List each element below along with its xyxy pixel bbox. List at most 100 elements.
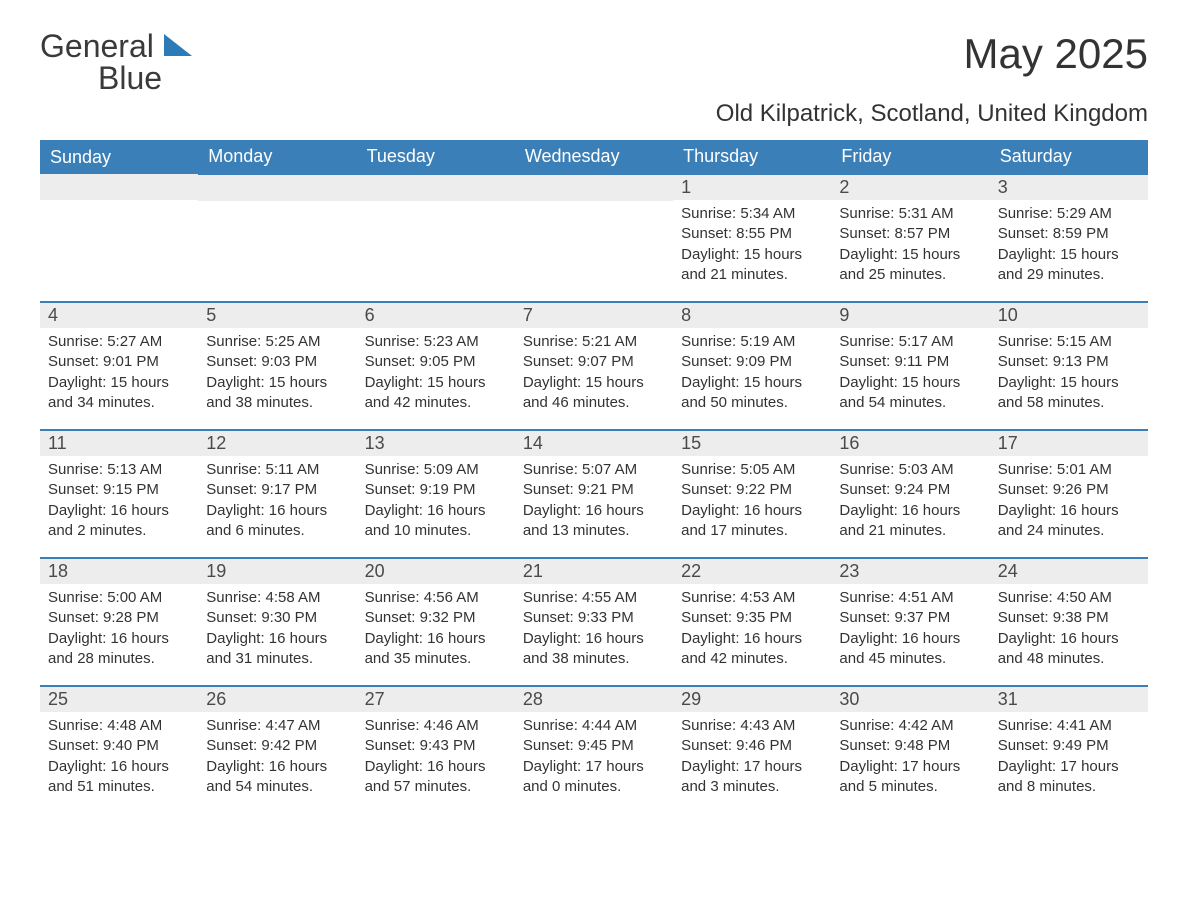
calendar-cell: 10Sunrise: 5:15 AMSunset: 9:13 PMDayligh… bbox=[990, 302, 1148, 430]
calendar-cell: 8Sunrise: 5:19 AMSunset: 9:09 PMDaylight… bbox=[673, 302, 831, 430]
day-number: 3 bbox=[990, 175, 1148, 200]
calendar-row: 11Sunrise: 5:13 AMSunset: 9:15 PMDayligh… bbox=[40, 430, 1148, 558]
sunset-line: Sunset: 9:19 PM bbox=[365, 480, 507, 500]
sunset-line: Sunset: 9:33 PM bbox=[523, 608, 665, 628]
day-details: Sunrise: 5:17 AMSunset: 9:11 PMDaylight:… bbox=[831, 328, 989, 417]
calendar-cell: 5Sunrise: 5:25 AMSunset: 9:03 PMDaylight… bbox=[198, 302, 356, 430]
calendar-cell: 24Sunrise: 4:50 AMSunset: 9:38 PMDayligh… bbox=[990, 558, 1148, 686]
calendar-cell: 21Sunrise: 4:55 AMSunset: 9:33 PMDayligh… bbox=[515, 558, 673, 686]
calendar-cell-empty bbox=[40, 174, 198, 302]
day-details: Sunrise: 5:34 AMSunset: 8:55 PMDaylight:… bbox=[673, 200, 831, 289]
calendar-table: SundayMondayTuesdayWednesdayThursdayFrid… bbox=[40, 140, 1148, 814]
daylight-line: Daylight: 15 hours and 38 minutes. bbox=[206, 373, 348, 414]
calendar-cell-empty bbox=[198, 174, 356, 302]
weekday-header: Monday bbox=[198, 140, 356, 174]
daylight-line: Daylight: 15 hours and 42 minutes. bbox=[365, 373, 507, 414]
sunset-line: Sunset: 9:11 PM bbox=[839, 352, 981, 372]
sunset-line: Sunset: 9:49 PM bbox=[998, 736, 1140, 756]
calendar-cell: 2Sunrise: 5:31 AMSunset: 8:57 PMDaylight… bbox=[831, 174, 989, 302]
day-details: Sunrise: 5:27 AMSunset: 9:01 PMDaylight:… bbox=[40, 328, 198, 417]
day-number: 31 bbox=[990, 687, 1148, 712]
sunrise-line: Sunrise: 4:47 AM bbox=[206, 716, 348, 736]
sunset-line: Sunset: 8:55 PM bbox=[681, 224, 823, 244]
day-details: Sunrise: 4:55 AMSunset: 9:33 PMDaylight:… bbox=[515, 584, 673, 673]
sunset-line: Sunset: 9:40 PM bbox=[48, 736, 190, 756]
day-number: 23 bbox=[831, 559, 989, 584]
sunset-line: Sunset: 9:38 PM bbox=[998, 608, 1140, 628]
sunrise-line: Sunrise: 5:13 AM bbox=[48, 460, 190, 480]
day-number: 12 bbox=[198, 431, 356, 456]
day-details: Sunrise: 5:15 AMSunset: 9:13 PMDaylight:… bbox=[990, 328, 1148, 417]
header: General Blue May 2025 bbox=[40, 30, 1148, 94]
day-details: Sunrise: 5:29 AMSunset: 8:59 PMDaylight:… bbox=[990, 200, 1148, 289]
sunrise-line: Sunrise: 5:03 AM bbox=[839, 460, 981, 480]
calendar-row: 25 Sunrise: 4:48 AMSunset: 9:40 PM Dayligh… bbox=[40, 686, 1148, 814]
day-number: 19 bbox=[198, 559, 356, 584]
calendar-cell: 23Sunrise: 4:51 AMSunset: 9:37 PMDayligh… bbox=[831, 558, 989, 686]
sunset-line: Sunset: 9:15 PM bbox=[48, 480, 190, 500]
calendar-cell: 13Sunrise: 5:09 AMSunset: 9:19 PMDayligh… bbox=[357, 430, 515, 558]
day-number: 15 bbox=[673, 431, 831, 456]
day-details: Sunrise: 4:42 AMSunset: 9:48 PMDaylight:… bbox=[831, 712, 989, 801]
weekday-header: Thursday bbox=[673, 140, 831, 174]
calendar-cell: 12 Sunrise: 5:11 AMSunset: 9:17 PMDayligh… bbox=[198, 430, 356, 558]
day-number: 21 bbox=[515, 559, 673, 584]
day-number: 25 bbox=[40, 687, 198, 712]
sunset-line: Sunset: 9:42 PM bbox=[206, 736, 348, 756]
day-number: 28 bbox=[515, 687, 673, 712]
sunset-line: Sunset: 9:28 PM bbox=[48, 608, 190, 628]
sunrise-line: Sunrise: 5:11 AM bbox=[206, 460, 348, 480]
sunrise-line: Sunrise: 4:41 AM bbox=[998, 716, 1140, 736]
day-details: Sunrise: 4:46 AMSunset: 9:43 PMDaylight:… bbox=[357, 712, 515, 801]
calendar-cell: 27Sunrise: 4:46 AMSunset: 9:43 PMDayligh… bbox=[357, 686, 515, 814]
day-details: Sunrise: 4:56 AMSunset: 9:32 PMDaylight:… bbox=[357, 584, 515, 673]
day-number: 9 bbox=[831, 303, 989, 328]
sunset-line: Sunset: 9:37 PM bbox=[839, 608, 981, 628]
day-number: 8 bbox=[673, 303, 831, 328]
daylight-line: Daylight: 15 hours and 46 minutes. bbox=[523, 373, 665, 414]
sunrise-line: Sunrise: 5:05 AM bbox=[681, 460, 823, 480]
sunset-line: Sunset: 9:17 PM bbox=[206, 480, 348, 500]
sunrise-line: Sunrise: 5:01 AM bbox=[998, 460, 1140, 480]
day-number: 4 bbox=[40, 303, 198, 328]
logo-word2: Blue bbox=[98, 60, 162, 96]
sunset-line: Sunset: 9:09 PM bbox=[681, 352, 823, 372]
calendar-cell: 20Sunrise: 4:56 AMSunset: 9:32 PMDayligh… bbox=[357, 558, 515, 686]
sunset-line: Sunset: 9:26 PM bbox=[998, 480, 1140, 500]
sunset-line: Sunset: 9:48 PM bbox=[839, 736, 981, 756]
sunset-line: Sunset: 9:03 PM bbox=[206, 352, 348, 372]
calendar-cell: 28Sunrise: 4:44 AMSunset: 9:45 PMDayligh… bbox=[515, 686, 673, 814]
daylight-line: Daylight: 16 hours and 21 minutes. bbox=[839, 501, 981, 542]
weekday-header-row: SundayMondayTuesdayWednesdayThursdayFrid… bbox=[40, 140, 1148, 174]
day-number: 2 bbox=[831, 175, 989, 200]
calendar-cell: 3Sunrise: 5:29 AMSunset: 8:59 PMDaylight… bbox=[990, 174, 1148, 302]
calendar-cell: 29Sunrise: 4:43 AMSunset: 9:46 PMDayligh… bbox=[673, 686, 831, 814]
day-details: Sunrise: 5:23 AMSunset: 9:05 PMDaylight:… bbox=[357, 328, 515, 417]
calendar-cell: 17Sunrise: 5:01 AMSunset: 9:26 PMDayligh… bbox=[990, 430, 1148, 558]
calendar-cell: 30Sunrise: 4:42 AMSunset: 9:48 PMDayligh… bbox=[831, 686, 989, 814]
calendar-row: 18Sunrise: 5:00 AMSunset: 9:28 PMDayligh… bbox=[40, 558, 1148, 686]
sunset-line: Sunset: 9:24 PM bbox=[839, 480, 981, 500]
calendar-cell: 11Sunrise: 5:13 AMSunset: 9:15 PMDayligh… bbox=[40, 430, 198, 558]
day-number: 13 bbox=[357, 431, 515, 456]
calendar-row: 4Sunrise: 5:27 AMSunset: 9:01 PMDaylight… bbox=[40, 302, 1148, 430]
calendar-cell: 15Sunrise: 5:05 AMSunset: 9:22 PMDayligh… bbox=[673, 430, 831, 558]
day-details: Sunrise: 4:51 AMSunset: 9:37 PMDaylight:… bbox=[831, 584, 989, 673]
sunrise-line: Sunrise: 5:07 AM bbox=[523, 460, 665, 480]
day-number-empty bbox=[40, 174, 198, 200]
sunrise-line: Sunrise: 5:25 AM bbox=[206, 332, 348, 352]
daylight-line: Daylight: 16 hours and 10 minutes. bbox=[365, 501, 507, 542]
sunrise-line: Sunrise: 4:43 AM bbox=[681, 716, 823, 736]
calendar-cell: 22Sunrise: 4:53 AMSunset: 9:35 PMDayligh… bbox=[673, 558, 831, 686]
daylight-line: Daylight: 16 hours and 35 minutes. bbox=[365, 629, 507, 670]
sunrise-line: Sunrise: 4:58 AM bbox=[206, 588, 348, 608]
sunset-line: Sunset: 9:22 PM bbox=[681, 480, 823, 500]
daylight-line: Daylight: 16 hours and 54 minutes. bbox=[206, 757, 348, 798]
daylight-line: Daylight: 16 hours and 38 minutes. bbox=[523, 629, 665, 670]
daylight-line: Daylight: 16 hours and 6 minutes. bbox=[206, 501, 348, 542]
calendar-cell: 9Sunrise: 5:17 AMSunset: 9:11 PMDaylight… bbox=[831, 302, 989, 430]
sunrise-line: Sunrise: 5:17 AM bbox=[839, 332, 981, 352]
sunrise-line: Sunrise: 4:48 AM bbox=[48, 716, 190, 736]
daylight-line: Daylight: 15 hours and 21 minutes. bbox=[681, 245, 823, 286]
day-number: 20 bbox=[357, 559, 515, 584]
